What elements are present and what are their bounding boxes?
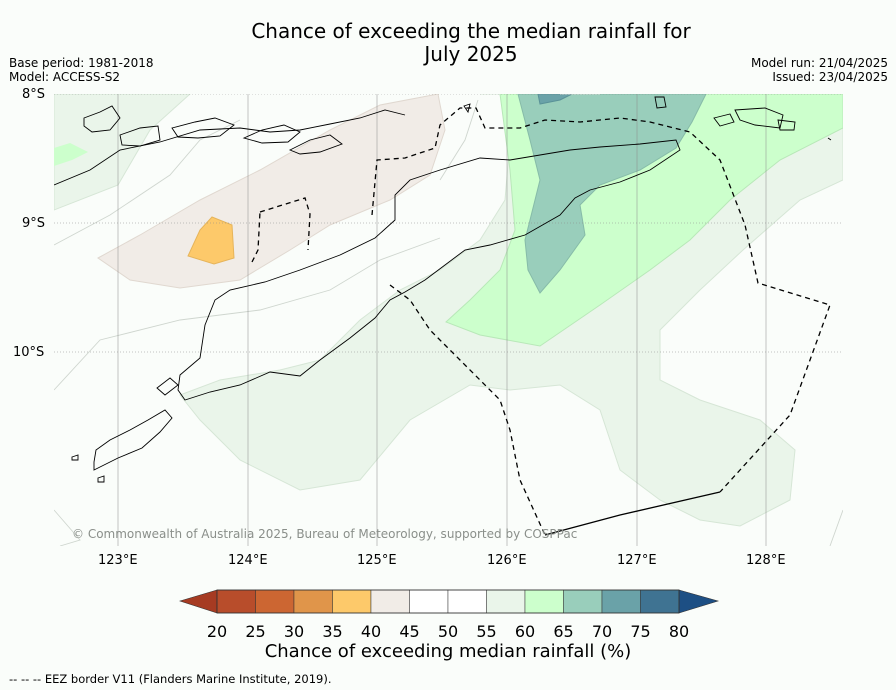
colorbar-segment xyxy=(486,589,526,614)
region-40-45 xyxy=(97,94,446,289)
colorbar-segment xyxy=(370,589,410,614)
eez-footnote: -- -- -- EEZ border V11 (Flanders Marine… xyxy=(9,672,332,686)
lon-label-127e: 127°E xyxy=(617,553,657,568)
colorbar-high-arrow xyxy=(678,589,720,614)
colorbar-tick-label: 60 xyxy=(514,622,536,641)
colorbar-outline xyxy=(216,589,680,614)
meta-right: Model run: 21/04/2025 Issued: 23/04/2025 xyxy=(751,56,888,84)
colorbar-tick-label: 25 xyxy=(245,622,266,641)
colorbar xyxy=(178,589,720,614)
title-line-2: July 2025 xyxy=(424,42,518,66)
colorbar-tick-label: 30 xyxy=(283,622,305,641)
copyright-notice: © Commonwealth of Australia 2025, Bureau… xyxy=(72,527,578,541)
lat-label-9s: 9°S xyxy=(22,216,46,231)
region-55-60-northwest xyxy=(54,94,191,211)
lon-label-128e: 128°E xyxy=(746,553,786,568)
colorbar-title: Chance of exceeding median rainfall (%) xyxy=(264,641,632,662)
lon-label-123e: 123°E xyxy=(98,553,138,568)
map-title: Chance of exceeding the median rainfall … xyxy=(0,20,896,66)
lat-label-8s: 8°S xyxy=(22,87,46,102)
region-60-65-northwest xyxy=(54,143,88,166)
issued-date: Issued: 23/04/2025 xyxy=(772,70,888,84)
contour-lines xyxy=(54,94,843,546)
colorbar-tick-label: 65 xyxy=(553,622,574,641)
region-35-40 xyxy=(187,216,235,265)
colorbar-segment xyxy=(640,589,680,614)
colorbar-tick-label: 35 xyxy=(322,622,343,641)
colorbar-tick-label: 50 xyxy=(437,622,459,641)
colorbar-tick-label: 55 xyxy=(476,622,497,641)
lat-label-10s: 10°S xyxy=(13,345,45,360)
colorbar-segment xyxy=(216,589,256,614)
colorbar-segment xyxy=(409,589,449,614)
meta-left: Base period: 1981-2018 Model: ACCESS-S2 xyxy=(9,56,154,84)
colorbar-tick-label: 45 xyxy=(399,622,420,641)
model-name: Model: ACCESS-S2 xyxy=(9,70,121,84)
lon-label-126e: 126°E xyxy=(487,553,527,568)
model-run: Model run: 21/04/2025 xyxy=(750,56,888,70)
eez-border xyxy=(251,107,831,536)
meridians xyxy=(117,94,767,546)
colorbar-tick-label: 80 xyxy=(668,622,690,641)
colorbar-tick-label: 75 xyxy=(630,622,651,641)
colorbar-segment xyxy=(601,589,641,614)
region-70-75 xyxy=(537,94,573,105)
lon-label-124e: 124°E xyxy=(228,553,268,568)
title-line-1: Chance of exceeding the median rainfall … xyxy=(251,19,691,43)
colorbar-segment xyxy=(255,589,295,614)
colorbar-segment xyxy=(447,589,487,614)
colorbar-segment xyxy=(332,589,372,614)
lon-label-125e: 125°E xyxy=(357,553,397,568)
base-period: Base period: 1981-2018 xyxy=(9,56,154,70)
colorbar-tick-label: 20 xyxy=(206,622,228,641)
timor-island-coast xyxy=(177,139,681,401)
colorbar-low-arrow xyxy=(178,589,218,614)
colorbar-segment xyxy=(563,589,603,614)
colorbar-tick-label: 40 xyxy=(360,622,382,641)
eez-solid-segment xyxy=(544,491,721,536)
colorbar-segment xyxy=(293,589,333,614)
graticule xyxy=(54,94,843,353)
colorbar-segment xyxy=(524,589,564,614)
map-area xyxy=(54,94,843,546)
coastlines xyxy=(54,96,832,483)
colorbar-tick-label: 70 xyxy=(591,622,613,641)
flores-island-coast xyxy=(54,109,406,186)
